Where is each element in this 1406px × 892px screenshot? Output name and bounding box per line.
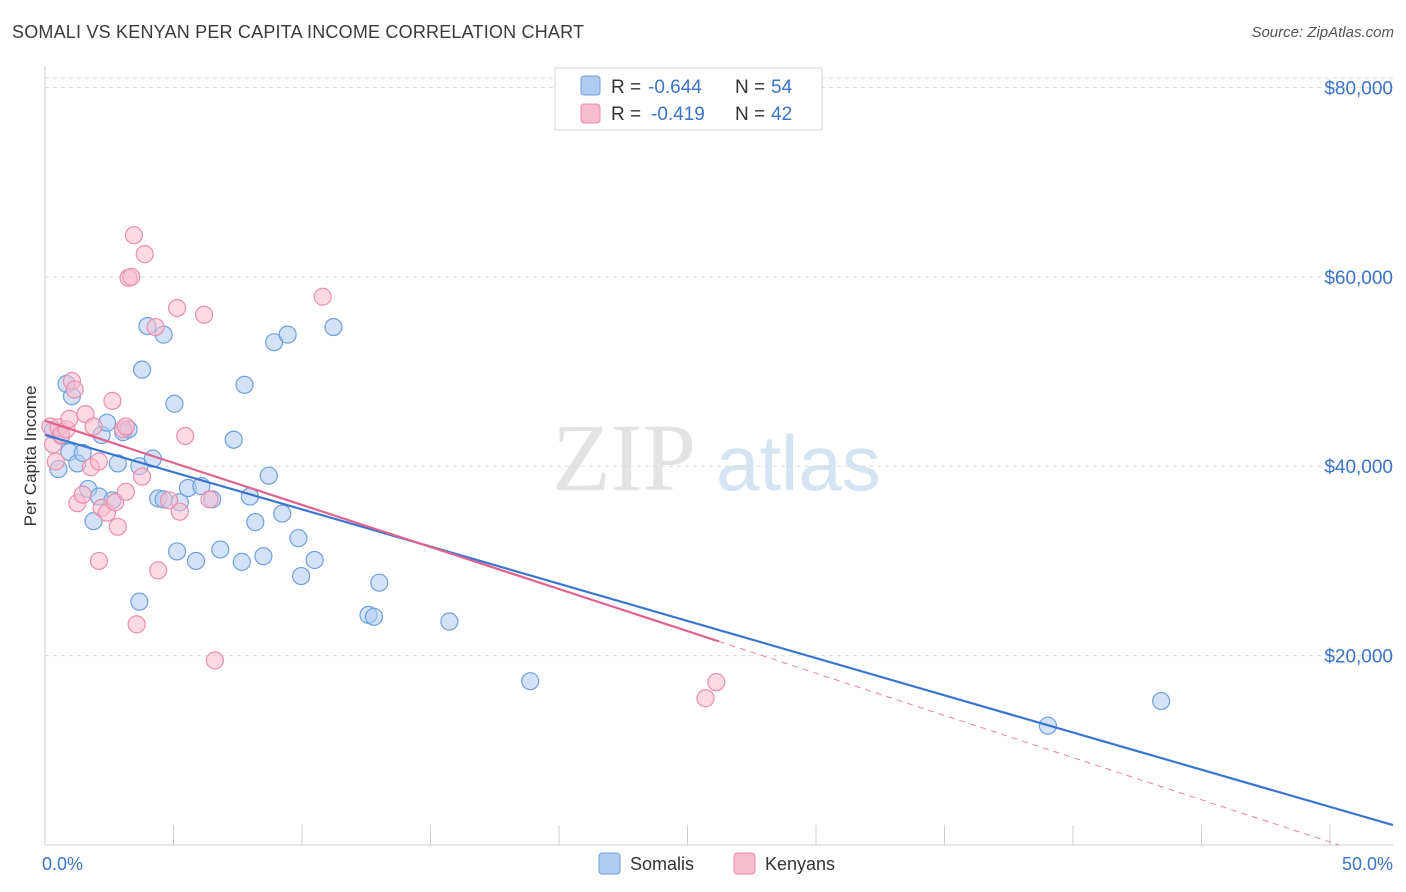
point-somali [232, 552, 251, 571]
point-somali [165, 394, 184, 413]
trend-line-somalis [44, 433, 1394, 827]
point-kenyan [122, 267, 141, 286]
point-somali [235, 375, 254, 394]
point-somali [73, 443, 92, 463]
trend-line-kenyans-extension [718, 640, 1340, 846]
point-kenyan [116, 417, 135, 436]
x-tick-label-max: 50.0% [1342, 854, 1393, 874]
point-kenyan [124, 226, 144, 245]
y-tick-label: $40,000 [1324, 457, 1393, 478]
point-kenyan [73, 485, 92, 504]
legend-swatch-somali [580, 75, 601, 96]
point-somali [130, 592, 149, 611]
point-somali [273, 504, 292, 523]
y-tick-label: $20,000 [1324, 647, 1393, 668]
point-somali [370, 573, 389, 592]
series-legend-label-kenyans: Kenyans [765, 854, 835, 874]
point-kenyan [170, 502, 189, 521]
point-somali [224, 430, 243, 449]
axes [44, 66, 1393, 846]
point-kenyan [200, 490, 219, 509]
y-tick-labels: $20,000 $40,000 $60,000 $80,000 [1324, 78, 1393, 667]
legend-n-label-somali: N = [735, 77, 765, 98]
point-kenyan [84, 417, 103, 436]
series-legend-swatch-somalis [598, 852, 621, 875]
legend-n-label-kenyan: N = [735, 104, 765, 125]
point-somali [1152, 691, 1171, 711]
point-kenyan [60, 409, 79, 428]
y-axis-title: Per Capita Income [21, 386, 40, 527]
point-kenyan [89, 551, 109, 571]
watermark-zip: ZIP [552, 404, 696, 511]
point-kenyan [205, 651, 224, 670]
x-tick-label-min: 0.0% [42, 854, 83, 874]
point-kenyan [103, 391, 122, 410]
point-somali [278, 325, 297, 344]
source-label: Source: ZipAtlas.com [1251, 24, 1394, 41]
point-somali [259, 466, 278, 485]
correlation-legend: R = -0.644 N = 54 R = -0.419 N = 42 [554, 67, 823, 131]
point-somali [186, 551, 206, 571]
y-tick-label: $60,000 [1324, 268, 1393, 289]
point-somali [305, 550, 324, 570]
point-kenyan [46, 452, 65, 471]
point-somali [440, 612, 459, 631]
point-somali [84, 512, 103, 531]
point-somali [132, 360, 152, 379]
point-kenyan [696, 689, 715, 708]
point-somali [324, 317, 343, 337]
trend-lines [44, 419, 1394, 846]
point-kenyan [313, 287, 332, 306]
series-legend-swatch-kenyans [733, 852, 756, 875]
point-kenyan [135, 245, 154, 264]
point-kenyan [127, 615, 146, 634]
legend-r-label-kenyan: R = [611, 104, 641, 125]
point-kenyan [168, 299, 187, 318]
legend-r-value-somali: -0.644 [648, 77, 702, 98]
series-legend-label-somalis: Somalis [630, 854, 694, 874]
point-kenyan [65, 380, 84, 399]
legend-n-value-kenyan: 42 [771, 104, 792, 125]
point-kenyan [146, 317, 165, 337]
point-somali [108, 454, 127, 473]
point-somali [521, 672, 540, 691]
legend-r-value-kenyan: -0.419 [651, 104, 705, 125]
y-tick-label: $80,000 [1324, 78, 1393, 99]
series-legend: Somalis Kenyans [598, 852, 835, 875]
point-kenyan [108, 517, 127, 536]
point-somali [292, 566, 311, 586]
point-kenyan [707, 673, 726, 692]
point-kenyan [159, 491, 179, 510]
point-kenyan [149, 561, 168, 580]
legend-r-label-somali: R = [611, 77, 641, 98]
point-somali [254, 547, 273, 566]
point-kenyan [176, 426, 195, 446]
point-somali [246, 513, 265, 532]
point-kenyan [89, 452, 109, 471]
trend-line-kenyans [44, 419, 720, 643]
watermark-atlas: atlas [716, 419, 881, 507]
point-somali [211, 540, 230, 559]
legend-n-value-somali: 54 [771, 77, 793, 98]
point-kenyan [194, 305, 214, 324]
point-kenyan [116, 482, 135, 501]
point-kenyan [132, 467, 152, 486]
point-somali [289, 529, 308, 548]
point-somali [168, 542, 187, 561]
chart-title: SOMALI VS KENYAN PER CAPITA INCOME CORRE… [12, 22, 585, 42]
point-somali [364, 607, 384, 626]
legend-swatch-kenyan [580, 103, 601, 124]
data-points [41, 226, 1171, 735]
